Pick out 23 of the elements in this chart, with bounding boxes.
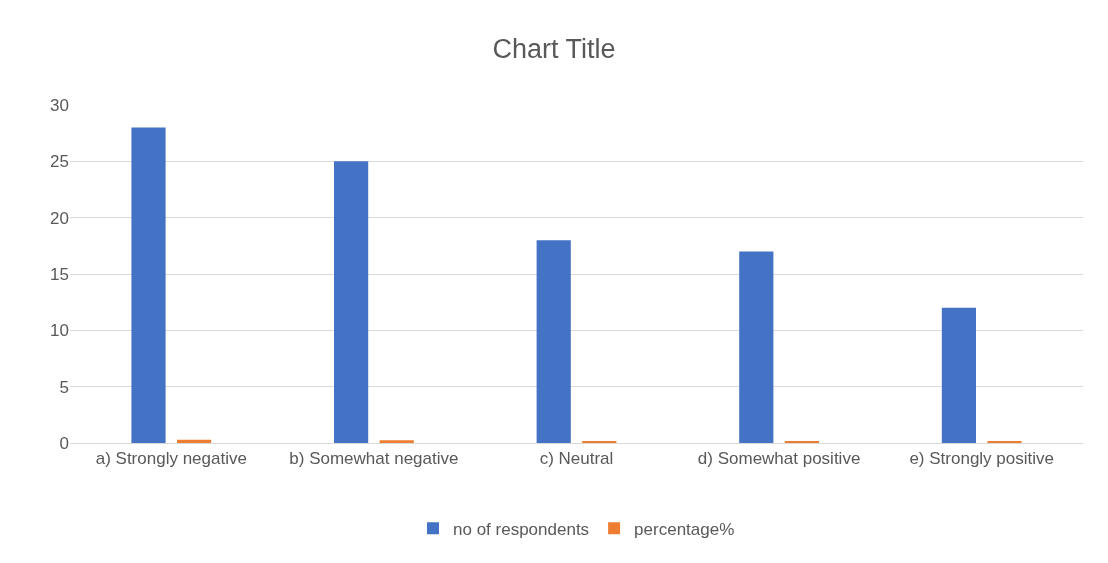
y-tick-label: 25 <box>50 152 69 172</box>
y-tick-label: 30 <box>50 95 69 115</box>
y-tick-label: 20 <box>50 208 69 228</box>
bar <box>177 439 212 443</box>
x-tick-label: a) Strongly negative <box>95 449 247 469</box>
x-tick-label: e) Strongly positive <box>909 449 1054 469</box>
x-tick-label: b) Somewhat negative <box>289 449 459 469</box>
bar <box>536 240 571 443</box>
chart-title: Chart Title <box>492 34 616 65</box>
bar <box>334 161 369 443</box>
bar <box>131 127 166 443</box>
bar <box>739 251 774 443</box>
bar <box>941 307 976 443</box>
x-tick-label: c) Neutral <box>539 449 614 469</box>
y-tick-label: 0 <box>59 433 69 453</box>
legend-label: percentage% <box>634 519 735 539</box>
x-tick-label: d) Somewhat positive <box>697 449 861 469</box>
y-tick-label: 10 <box>50 321 69 341</box>
bar <box>582 440 617 443</box>
y-tick-label: 5 <box>59 377 69 397</box>
legend-label: no of respondents <box>453 519 590 539</box>
bar <box>379 440 414 443</box>
y-tick-label: 15 <box>50 264 69 284</box>
